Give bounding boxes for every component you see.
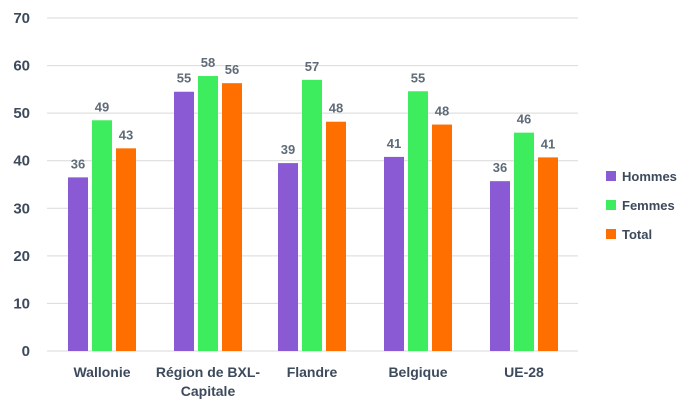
bar-hommes-0 (68, 177, 88, 351)
data-label-total-0: 43 (119, 127, 133, 142)
category-label-3: Belgique (388, 364, 447, 380)
data-label-femmes-4: 46 (517, 112, 531, 127)
legend: Hommes Femmes Total (606, 169, 677, 242)
bar-hommes-1 (174, 91, 194, 351)
data-label-femmes-3: 55 (411, 70, 425, 85)
data-label-hommes-1: 55 (177, 71, 191, 86)
bars (68, 76, 558, 352)
y-tick-label-50: 50 (13, 105, 30, 122)
data-label-hommes-0: 36 (71, 156, 85, 171)
legend-swatch-hommes (606, 171, 616, 181)
bar-hommes-2 (278, 163, 298, 351)
y-tick-label-0: 0 (22, 343, 30, 360)
y-tick-label-20: 20 (13, 248, 30, 265)
bar-total-2 (326, 121, 346, 351)
data-label-total-2: 48 (329, 101, 343, 116)
legend-swatch-femmes (606, 200, 616, 210)
data-label-hommes-2: 39 (281, 142, 295, 157)
data-label-femmes-2: 57 (305, 59, 319, 74)
bar-total-3 (432, 124, 452, 351)
legend-label-femmes: Femmes (622, 198, 675, 213)
category-label-1: Région de BXL-Capitale (156, 364, 261, 399)
legend-label-hommes: Hommes (622, 169, 677, 184)
y-tick-label-10: 10 (13, 295, 30, 312)
y-tick-label-40: 40 (13, 153, 30, 170)
bar-femmes-2 (302, 79, 322, 351)
bar-femmes-0 (92, 120, 112, 352)
bar-hommes-3 (384, 156, 404, 351)
data-label-hommes-3: 41 (387, 136, 401, 151)
y-tick-label-30: 30 (13, 200, 30, 217)
data-label-total-3: 48 (435, 104, 449, 119)
legend-swatch-total (606, 229, 616, 239)
legend-label-total: Total (622, 227, 652, 242)
category-label-0: Wallonie (73, 364, 130, 380)
y-tick-label-60: 60 (13, 58, 30, 75)
data-label-femmes-0: 49 (95, 99, 109, 114)
bar-total-1 (222, 83, 242, 352)
bar-total-4 (538, 157, 558, 351)
category-label-4: UE-28 (504, 364, 544, 380)
data-label-femmes-1: 58 (201, 55, 215, 70)
bar-femmes-4 (514, 132, 534, 351)
y-axis-ticks: 0 10 20 30 40 50 60 70 (13, 10, 30, 360)
data-labels: 36 49 43 55 58 56 39 57 48 41 55 48 36 46 41 (71, 55, 555, 175)
x-axis-categories: Wallonie Région de BXL-Capitale Flandre Bel… (73, 364, 544, 399)
bar-femmes-3 (408, 91, 428, 351)
data-label-hommes-4: 36 (493, 160, 507, 175)
bar-total-0 (116, 148, 136, 351)
y-tick-label-70: 70 (13, 10, 30, 27)
data-label-total-1: 56 (225, 62, 239, 77)
data-label-total-4: 41 (541, 136, 555, 151)
category-label-2: Flandre (287, 364, 338, 380)
bar-femmes-1 (198, 76, 218, 351)
bar-hommes-4 (490, 181, 510, 351)
